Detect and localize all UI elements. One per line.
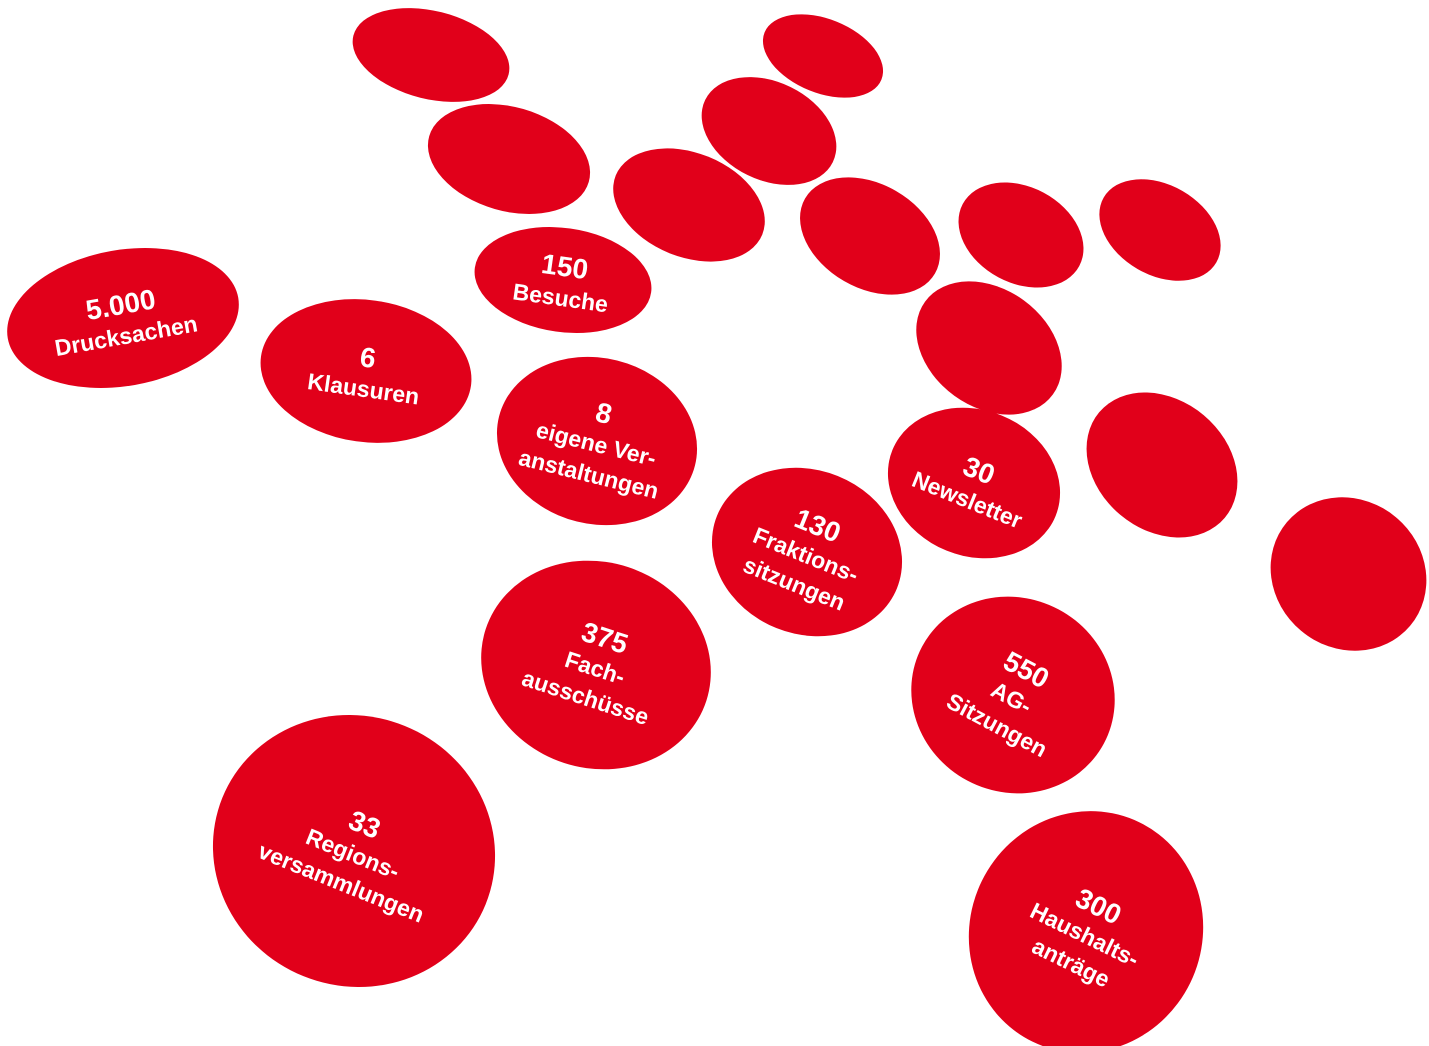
stat-bubble-klausuren: 6 Klausuren (251, 285, 481, 457)
stat-bubble-ag-sitzungen: 550 AG- Sitzungen (876, 560, 1150, 830)
stat-bubble-regionsversammlungen: 33 Regions- versammlungen (171, 672, 537, 1030)
decorative-dot (1057, 362, 1267, 568)
stat-bubble-besuche: 150 Besuche (467, 216, 659, 344)
stat-label: Besuche (511, 278, 610, 318)
stat-bubble-veranstaltungen: 8 eigene Ver- anstaltungen (478, 336, 716, 546)
stat-number: 8 (592, 395, 616, 430)
stat-bubble-haushaltsantraege: 300 Haushalts- anträge (928, 771, 1244, 1046)
stat-bubble-drucksachen: 5.000 Drucksachen (0, 230, 251, 406)
decorative-dot (1081, 158, 1239, 302)
stat-number: 6 (358, 341, 378, 375)
stat-label: Klausuren (305, 368, 421, 410)
decorative-dot (342, 0, 520, 118)
decorative-dot (1239, 465, 1429, 683)
stat-bubble-fachausschuesse: 375 Fach- ausschüsse (453, 531, 739, 799)
decorative-dot (414, 86, 604, 232)
